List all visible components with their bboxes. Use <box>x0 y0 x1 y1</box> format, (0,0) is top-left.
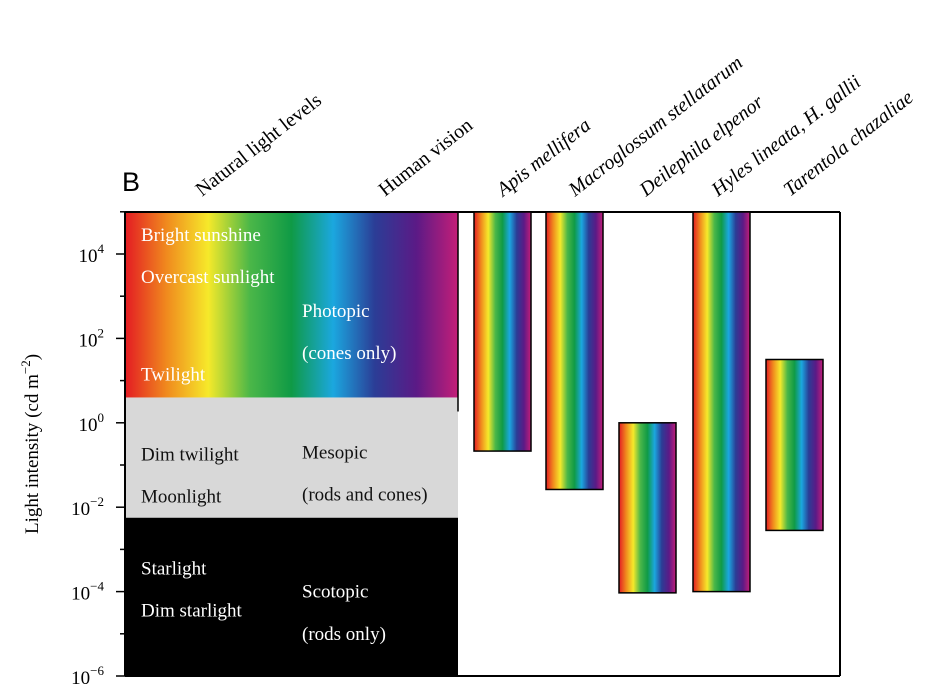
column-headers: Natural light levels Human vision Apis mel… <box>192 52 918 202</box>
band-1 <box>125 397 458 518</box>
band-labels: Bright sunshine Overcast sunlight Twilight… <box>141 225 428 645</box>
band-0-vision-label-1: (cones only) <box>302 343 396 364</box>
band-1-vision-label-0: Mesopic <box>302 442 367 463</box>
species-bar-0 <box>473 211 532 452</box>
species-bar-4 <box>765 358 824 532</box>
column-header-1: Human vision <box>375 114 477 201</box>
band-0-vision-label-0: Photopic <box>302 301 370 322</box>
species-bars <box>473 211 824 594</box>
band-1-natural-label-0: Dim twilight <box>141 444 239 465</box>
band-2-vision-label-0: Scotopic <box>302 582 369 603</box>
y-axis: 104 102 100 10−2 10−4 10−6 Light intensity (cd… <box>18 211 125 686</box>
band-2-natural-label-0: Starlight <box>141 558 207 579</box>
species-bar-3 <box>692 211 751 593</box>
panel-label: B <box>122 167 140 197</box>
band-1-vision-label-1: (rods and cones) <box>302 485 428 506</box>
y-tick-label-1: 102 <box>79 325 105 351</box>
y-tick-label-2: 100 <box>79 410 105 436</box>
y-tick-label-3: 10−2 <box>71 494 104 520</box>
band-0-natural-label-2: Twilight <box>141 364 206 385</box>
species-bar-1 <box>545 211 604 491</box>
band-0 <box>125 212 458 398</box>
species-bar-2 <box>618 422 677 594</box>
band-0-natural-label-1: Overcast sunlight <box>141 267 275 288</box>
band-2-vision-label-1: (rods only) <box>302 624 386 645</box>
band-1-natural-label-1: Moonlight <box>141 487 222 508</box>
y-tick-label-4: 10−4 <box>71 579 104 605</box>
natural-light-bands <box>125 212 458 676</box>
band-2 <box>125 517 458 676</box>
column-header-0: Natural light levels <box>192 89 327 201</box>
species-header-2: Deilephila elpenor <box>635 91 768 202</box>
band-0-natural-label-0: Bright sunshine <box>141 225 261 246</box>
y-axis-title: Light intensity (cd m−2) <box>18 354 43 534</box>
species-header-4: Tarentola chazaliae <box>780 86 918 201</box>
band-2-natural-label-1: Dim starlight <box>141 601 243 622</box>
y-tick-label-0: 104 <box>79 241 105 267</box>
y-tick-label-5: 10−6 <box>71 663 104 686</box>
